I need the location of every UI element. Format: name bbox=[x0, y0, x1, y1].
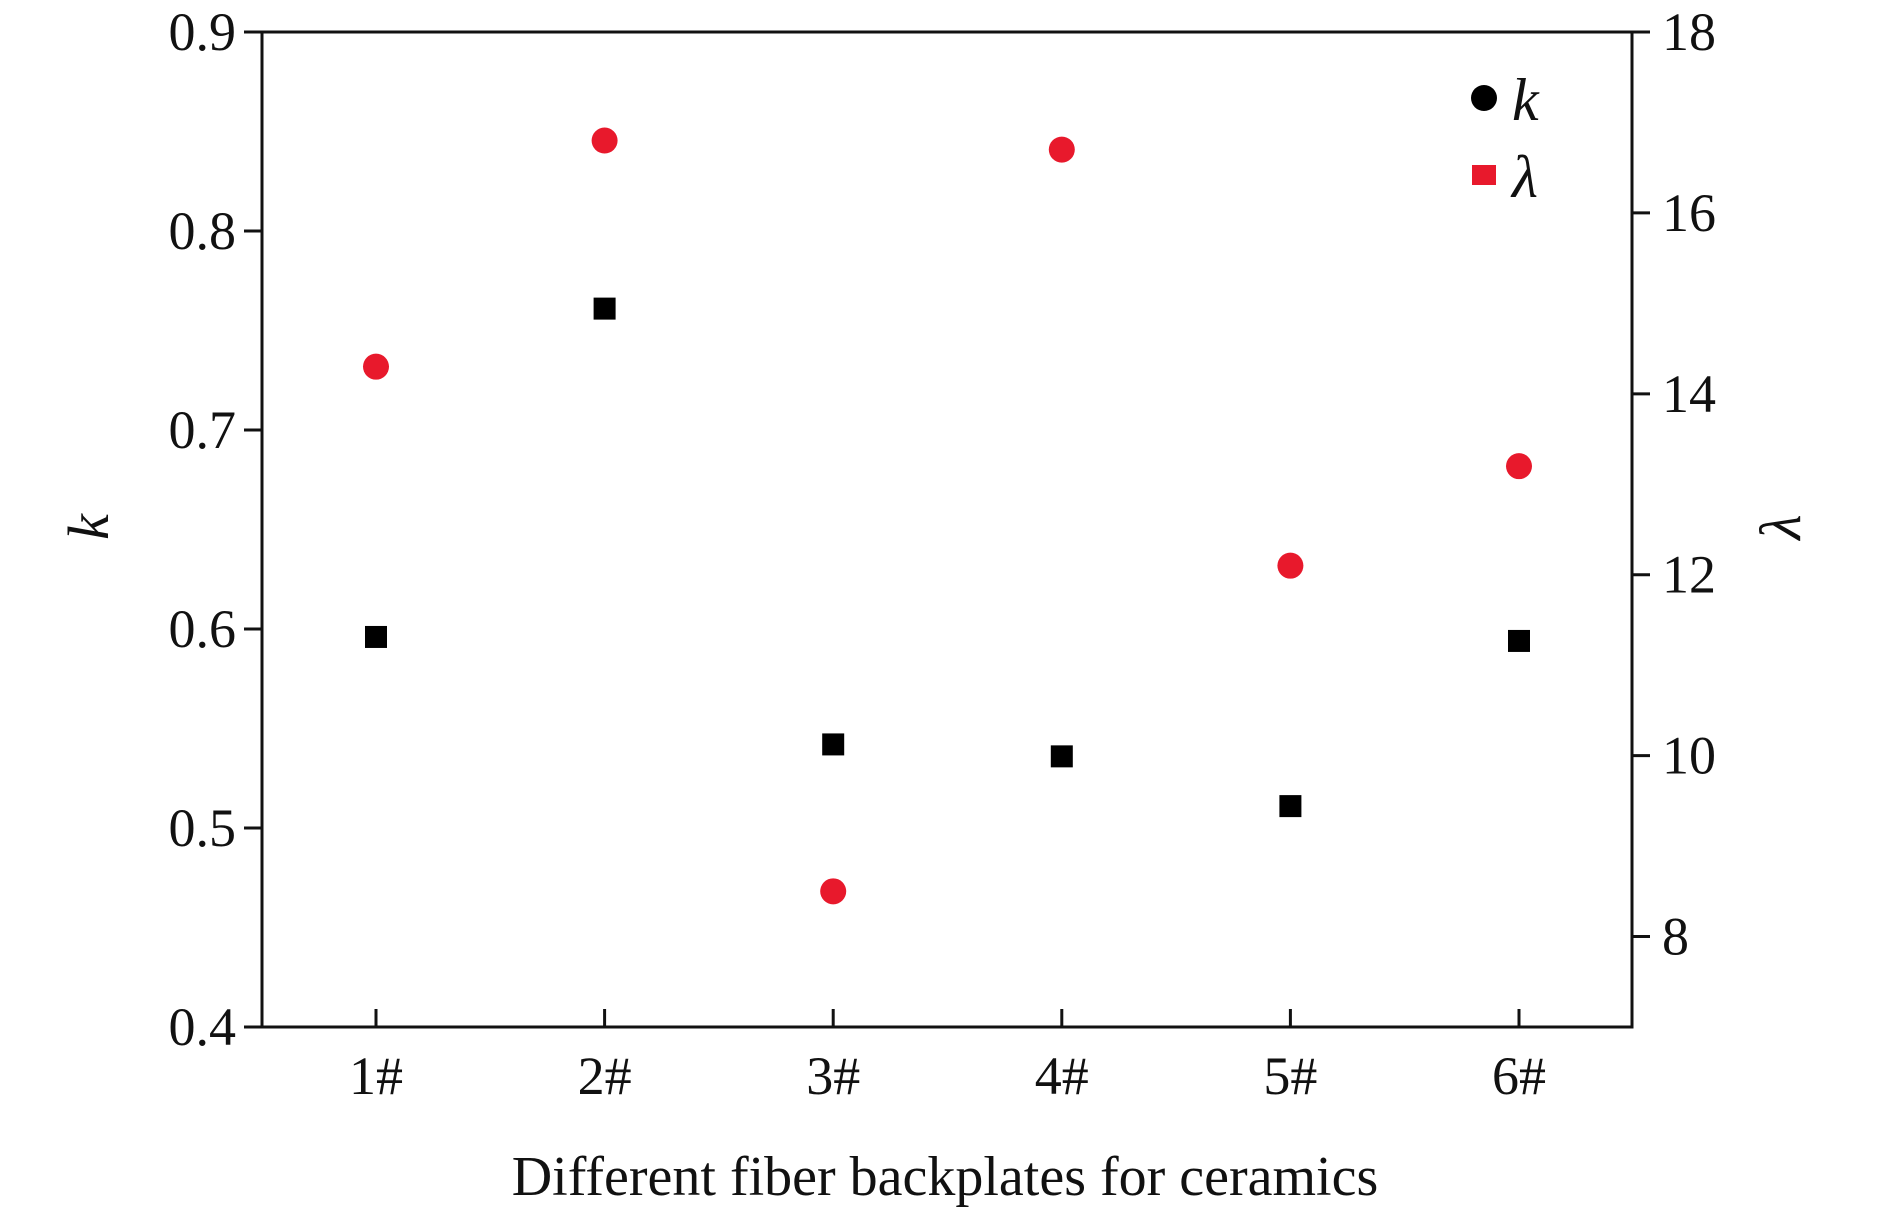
right-tick-label: 18 bbox=[1662, 2, 1716, 62]
x-tick-label: 3# bbox=[806, 1046, 860, 1106]
point-k bbox=[365, 625, 387, 648]
x-tick-label: 1# bbox=[349, 1046, 403, 1106]
left-tick-label: 0.9 bbox=[169, 2, 237, 62]
point-k bbox=[822, 733, 845, 756]
legend-marker-k bbox=[1471, 85, 1497, 111]
point-lambda bbox=[1277, 552, 1304, 579]
point-k bbox=[1508, 629, 1530, 652]
right-axis-title: λ bbox=[1748, 514, 1813, 541]
left-axis-title: k bbox=[56, 513, 121, 540]
plot-border bbox=[260, 30, 1634, 1029]
left-tick-label: 0.8 bbox=[169, 201, 237, 261]
x-axis: 1# 2# 3# 4# 5# 6# bbox=[349, 1009, 1546, 1106]
right-axis: 8 10 12 14 16 18 bbox=[1632, 2, 1716, 967]
x-tick-label: 4# bbox=[1035, 1046, 1089, 1106]
point-lambda bbox=[820, 878, 847, 905]
point-k bbox=[1050, 745, 1073, 768]
point-k bbox=[1279, 795, 1302, 818]
left-axis: 0.4 0.5 0.6 0.7 0.8 0.9 bbox=[169, 2, 262, 1057]
x-axis-title: Different fiber backplates for ceramics bbox=[512, 1146, 1379, 1208]
left-tick-label: 0.7 bbox=[169, 400, 237, 460]
point-lambda bbox=[1048, 136, 1075, 163]
plot-frame bbox=[260, 30, 1634, 1029]
x-tick-label: 5# bbox=[1263, 1046, 1317, 1106]
legend-label-k: k bbox=[1512, 67, 1540, 133]
point-lambda bbox=[591, 127, 618, 154]
point-k bbox=[593, 297, 616, 320]
right-tick-label: 8 bbox=[1662, 907, 1689, 967]
right-tick-label: 14 bbox=[1662, 364, 1716, 424]
left-tick-label: 0.4 bbox=[169, 997, 237, 1057]
point-lambda bbox=[1506, 453, 1532, 480]
legend-label-lambda: λ bbox=[1510, 144, 1538, 210]
right-tick-label: 12 bbox=[1662, 545, 1716, 605]
right-tick-label: 16 bbox=[1662, 183, 1716, 243]
legend-marker-lambda bbox=[1472, 165, 1496, 185]
left-tick-label: 0.6 bbox=[169, 599, 237, 659]
legend: k λ bbox=[1471, 67, 1540, 210]
x-tick-label: 6# bbox=[1492, 1046, 1546, 1106]
data-marks bbox=[363, 127, 1532, 905]
right-tick-label: 10 bbox=[1662, 726, 1716, 786]
left-tick-label: 0.5 bbox=[169, 798, 237, 858]
point-lambda bbox=[363, 353, 389, 380]
x-tick-label: 2# bbox=[578, 1046, 632, 1106]
